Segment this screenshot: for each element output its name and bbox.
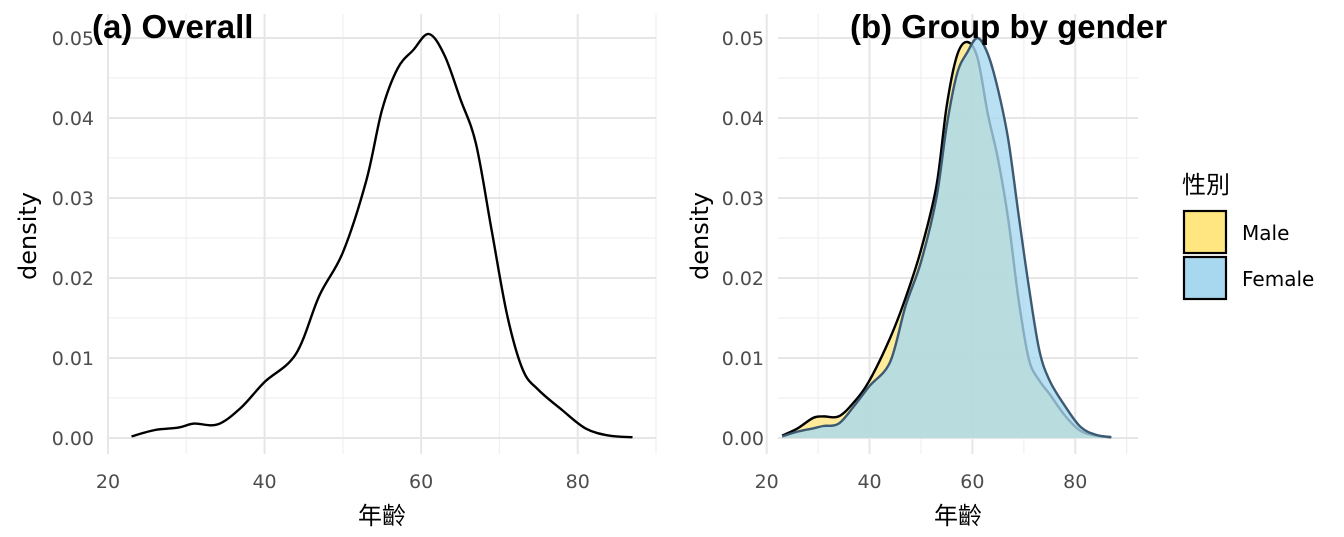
legend: 性別 Male Female <box>1182 171 1314 301</box>
x-tick-label: 40 <box>252 471 276 493</box>
legend-label-female: Female <box>1242 267 1314 291</box>
y-tick-label: 0.02 <box>722 268 764 290</box>
panel-title: (b) Group by gender <box>850 8 1167 45</box>
x-tick-label: 60 <box>960 471 984 493</box>
chart-panel-2: 0.00 0.01 0.02 0.03 0.04 0.05 20 40 60 80 年齡 densit… <box>686 8 1314 530</box>
density-area-female <box>782 37 1112 439</box>
legend-title: 性別 <box>1182 171 1230 199</box>
x-tick-label: 80 <box>566 471 590 493</box>
x-tick-label: 20 <box>96 471 120 493</box>
y-tick-label: 0.02 <box>52 268 94 290</box>
y-axis-title: density <box>686 192 714 280</box>
legend-label-male: Male <box>1242 221 1289 245</box>
x-tick-label: 80 <box>1063 471 1087 493</box>
legend-key-male <box>1182 209 1228 255</box>
x-tick-label: 40 <box>857 471 881 493</box>
y-tick-label: 0.05 <box>52 28 94 50</box>
y-tick-label: 0.04 <box>52 108 94 130</box>
y-axis-title: density <box>14 192 42 280</box>
y-tick-label: 0.05 <box>722 28 764 50</box>
x-tick-label: 20 <box>755 471 779 493</box>
y-tick-label: 0.04 <box>722 108 764 130</box>
y-tick-label: 0.03 <box>722 188 764 210</box>
x-tick-label: 60 <box>409 471 433 493</box>
legend-key-female <box>1182 255 1228 301</box>
y-tick-label: 0.00 <box>52 428 94 450</box>
y-tick-label: 0.00 <box>722 428 764 450</box>
y-tick-label: 0.01 <box>52 348 94 370</box>
x-axis-title: 年齡 <box>934 502 982 530</box>
y-tick-label: 0.03 <box>52 188 94 210</box>
x-axis-title: 年齡 <box>358 502 406 530</box>
y-tick-label: 0.01 <box>722 348 764 370</box>
density-line-female <box>781 36 1112 439</box>
chart-panel-1: 0.00 0.01 0.02 0.03 0.04 0.05 20 40 60 80 年齡 densit… <box>14 8 657 530</box>
density-line <box>131 32 633 439</box>
panel-title: (a) Overall <box>92 8 253 45</box>
